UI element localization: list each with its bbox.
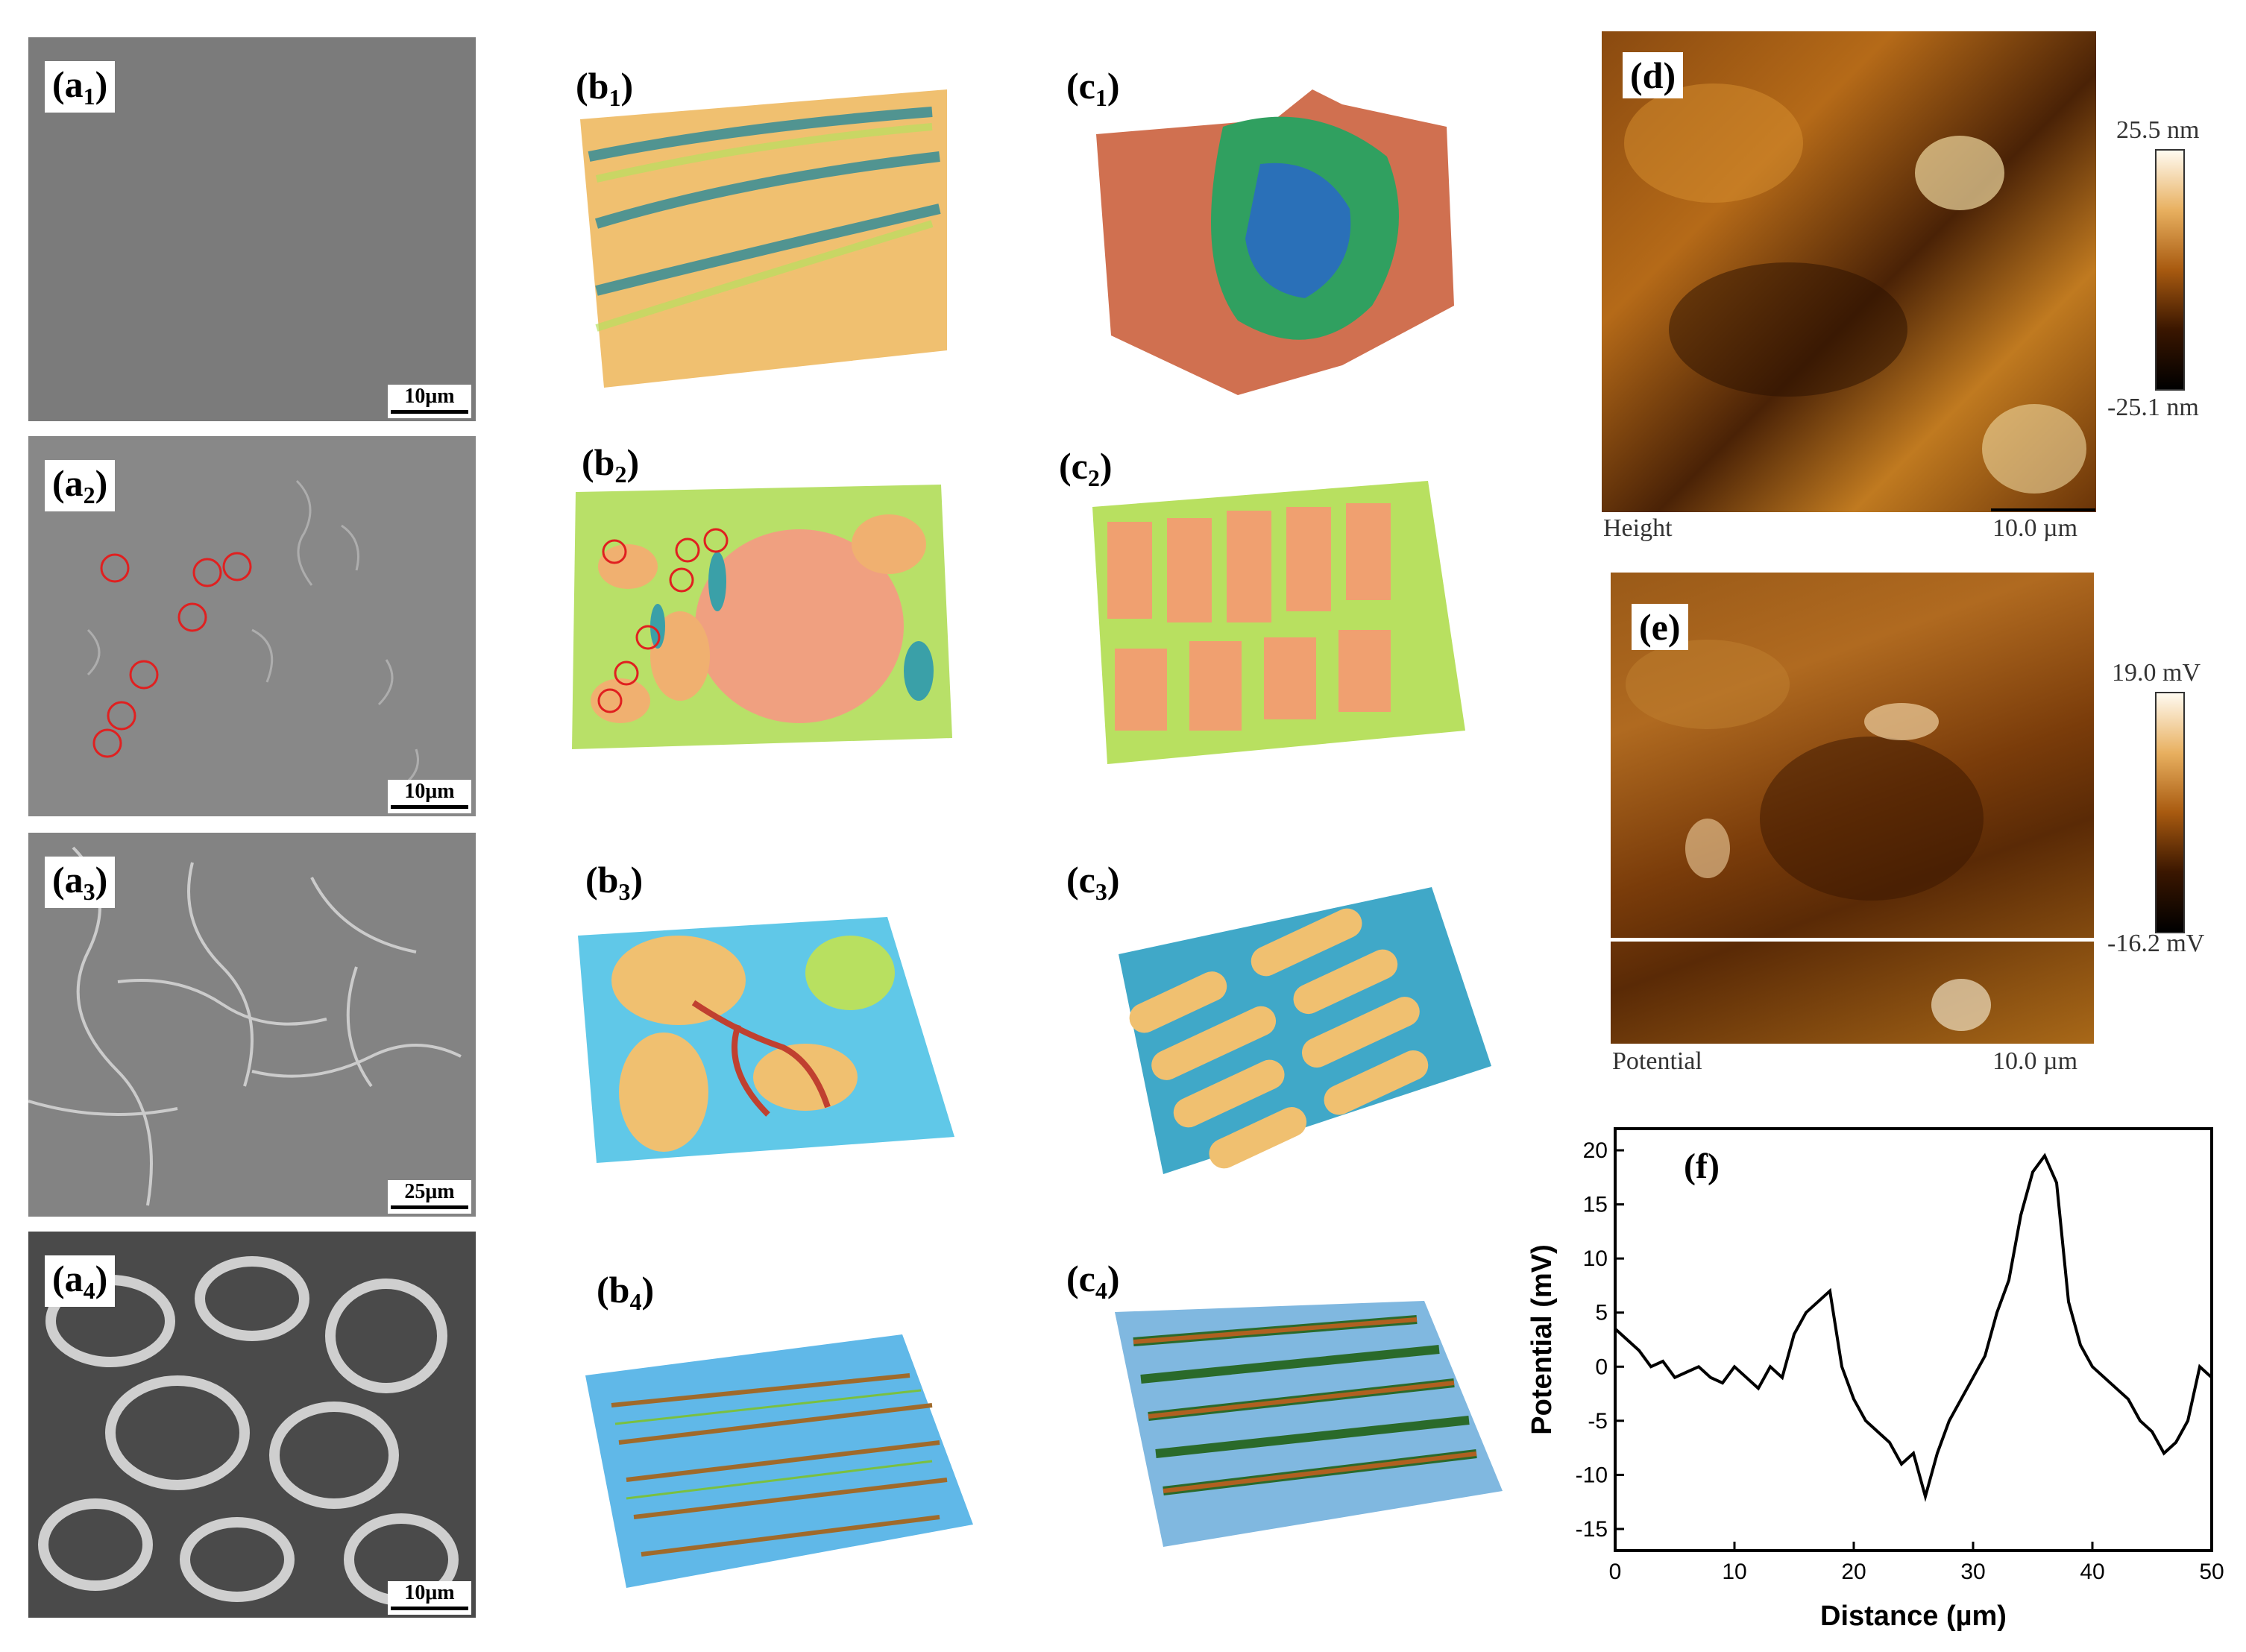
panel-label-b2: (b2)	[582, 441, 640, 488]
y-tick-label: -15	[1576, 1517, 1608, 1542]
label-d: (d)	[1623, 52, 1684, 98]
y-tick-label: 0	[1595, 1355, 1608, 1379]
topography-b2	[572, 485, 952, 749]
a2-texture	[86, 479, 419, 788]
topography-b4	[585, 1334, 973, 1588]
height-scale-bar	[1991, 508, 2095, 511]
x-tick-label: 20	[1841, 1560, 1866, 1584]
potential-caption: Potential	[1612, 1047, 1702, 1075]
sem-image-a4: (a4) 10μm	[28, 1232, 476, 1618]
panel-label-b4: (b4)	[597, 1269, 655, 1315]
potential-scale-label: 10.0 µm	[1992, 1047, 2078, 1075]
x-tick-label: 50	[2199, 1560, 2224, 1584]
topography-c3	[1119, 887, 1491, 1174]
sem-image-a1: (a1) 10μm	[28, 37, 476, 421]
x-tick-label: 10	[1722, 1560, 1746, 1584]
sem-image-a3: (a3) 25μm	[28, 833, 476, 1217]
label-e: (e)	[1632, 604, 1688, 650]
topography-c4	[1115, 1301, 1503, 1547]
y-tick-label: -5	[1588, 1409, 1608, 1434]
topography-c1	[1096, 89, 1454, 395]
height-map-texture	[1624, 83, 2086, 494]
potential-cbar-min: -16.2 mV	[2107, 930, 2205, 957]
scale-bar-a2: 10μm	[388, 780, 471, 813]
profile-line	[1611, 938, 2094, 942]
scale-bar-a3: 25μm	[388, 1180, 471, 1214]
x-tick-label: 30	[1960, 1560, 1985, 1584]
panel-label-a3: (a3)	[45, 857, 116, 908]
scale-bar-a1: 10μm	[388, 385, 471, 418]
height-map-d: (d)	[1602, 31, 2096, 512]
y-tick-label: 10	[1583, 1246, 1608, 1271]
panel-label-a4: (a4)	[45, 1255, 116, 1307]
y-tick-label: -10	[1576, 1463, 1608, 1487]
height-cbar-min: -25.1 nm	[2107, 394, 2199, 421]
panel-label-c1: (c1)	[1066, 65, 1120, 111]
series-line	[1614, 1153, 2213, 1502]
potential-map-texture	[1626, 640, 1991, 1031]
x-tick-label: 40	[2080, 1560, 2104, 1584]
panel-label-c3: (c3)	[1066, 859, 1120, 905]
panel-label-a2: (a2)	[45, 460, 116, 511]
topography-b1	[580, 89, 947, 388]
panel-label-a1: (a1)	[45, 61, 116, 113]
panel-label-b1: (b1)	[576, 65, 634, 111]
height-caption: Height	[1603, 514, 1673, 542]
height-colorbar	[2155, 149, 2185, 391]
x-axis-label: Distance (µm)	[1820, 1601, 2007, 1632]
panel-label-c4: (c4)	[1066, 1258, 1120, 1304]
potential-cbar-max: 19.0 mV	[2112, 659, 2201, 687]
scale-bar-a4: 10μm	[388, 1581, 471, 1615]
height-cbar-max: 25.5 nm	[2116, 116, 2200, 144]
panel-label-b3: (b3)	[585, 859, 644, 905]
topography-c2	[1092, 481, 1465, 764]
sem-image-a2: (a2) 10μm	[28, 436, 476, 816]
y-tick-label: 20	[1583, 1138, 1608, 1163]
y-tick-label: 15	[1583, 1193, 1608, 1217]
panel-label-c2: (c2)	[1059, 445, 1113, 491]
height-scale-label: 10.0 µm	[1992, 514, 2078, 542]
potential-map-e: (e)	[1611, 573, 2094, 1044]
topography-b3	[578, 917, 954, 1163]
y-tick-label: 5	[1595, 1301, 1608, 1325]
plot-frame	[1614, 1127, 2213, 1552]
x-tick-label: 0	[1609, 1560, 1622, 1584]
potential-colorbar	[2155, 692, 2185, 933]
chart-label-f: (f)	[1684, 1147, 1720, 1186]
y-axis-label: Potential (mV)	[1526, 1244, 1558, 1434]
